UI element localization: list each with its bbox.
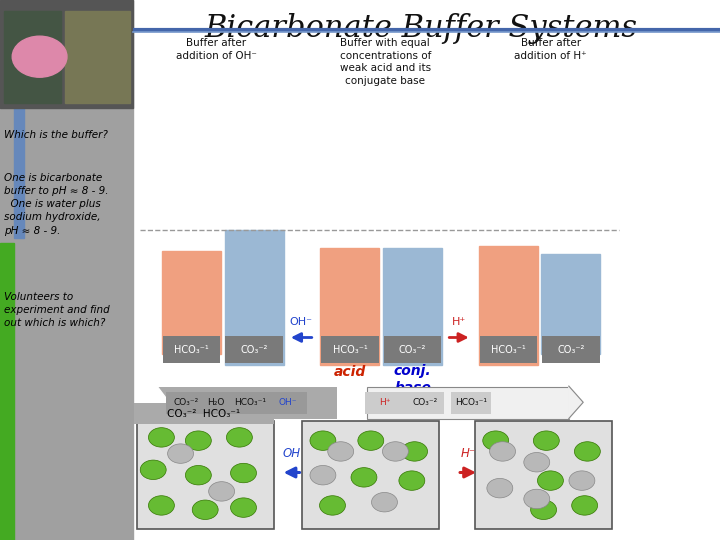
- Circle shape: [226, 428, 253, 447]
- Text: Which is the buffer?: Which is the buffer?: [4, 130, 107, 140]
- Circle shape: [537, 471, 564, 490]
- Text: CO₃⁻²: CO₃⁻²: [399, 345, 426, 355]
- FancyBboxPatch shape: [163, 336, 220, 363]
- Bar: [162, 251, 221, 354]
- Polygon shape: [157, 386, 169, 418]
- FancyBboxPatch shape: [542, 336, 600, 363]
- Text: HCO₃⁻¹: HCO₃⁻¹: [174, 345, 209, 355]
- FancyBboxPatch shape: [230, 392, 270, 414]
- Text: CO₃⁻²  HCO₃⁻¹: CO₃⁻² HCO₃⁻¹: [167, 409, 240, 419]
- Circle shape: [490, 442, 516, 461]
- Bar: [0, 0, 133, 540]
- Circle shape: [320, 496, 346, 515]
- Circle shape: [186, 431, 212, 450]
- Circle shape: [523, 489, 550, 509]
- Bar: [65, 11, 130, 103]
- Circle shape: [12, 36, 67, 77]
- Circle shape: [209, 482, 235, 501]
- Circle shape: [382, 442, 408, 461]
- Bar: [475, 421, 612, 529]
- Text: Bicarbonate Buffer Systems: Bicarbonate Buffer Systems: [204, 14, 638, 44]
- Bar: [225, 230, 284, 364]
- Text: HCO₃⁻¹: HCO₃⁻¹: [491, 345, 526, 355]
- Circle shape: [310, 431, 336, 450]
- Circle shape: [358, 431, 384, 450]
- Circle shape: [148, 496, 174, 515]
- Circle shape: [230, 463, 256, 483]
- Bar: [137, 421, 274, 529]
- FancyBboxPatch shape: [225, 336, 283, 363]
- Bar: [320, 248, 379, 364]
- FancyBboxPatch shape: [321, 336, 379, 363]
- Text: H₂O: H₂O: [207, 398, 225, 407]
- Circle shape: [168, 444, 194, 463]
- FancyBboxPatch shape: [166, 392, 205, 414]
- Circle shape: [372, 492, 397, 512]
- Text: HCO₃⁻¹: HCO₃⁻¹: [333, 345, 367, 355]
- Circle shape: [575, 442, 600, 461]
- Text: CO₃⁻²: CO₃⁻²: [557, 345, 585, 355]
- Text: Buffer after
addition of H⁺: Buffer after addition of H⁺: [515, 38, 587, 60]
- FancyBboxPatch shape: [365, 392, 405, 414]
- Circle shape: [523, 453, 550, 472]
- FancyBboxPatch shape: [367, 387, 569, 419]
- Circle shape: [534, 431, 559, 450]
- Polygon shape: [569, 386, 583, 418]
- FancyBboxPatch shape: [451, 392, 491, 414]
- Text: CO₃⁻²: CO₃⁻²: [240, 345, 268, 355]
- Bar: [4, 11, 61, 103]
- Text: OH⁻: OH⁻: [289, 316, 312, 327]
- Bar: [302, 421, 439, 529]
- Bar: [541, 254, 600, 354]
- Text: conj.
base: conj. base: [394, 364, 431, 395]
- FancyBboxPatch shape: [384, 336, 441, 363]
- Circle shape: [483, 431, 509, 450]
- Text: One is bicarbonate
buffer to pH ≈ 8 - 9.
  One is water plus
sodium hydroxide,
p: One is bicarbonate buffer to pH ≈ 8 - 9.…: [4, 173, 108, 235]
- Text: Volunteers to
experiment and find
out which is which?: Volunteers to experiment and find out wh…: [4, 292, 109, 328]
- Circle shape: [399, 471, 425, 490]
- FancyBboxPatch shape: [196, 392, 235, 414]
- Text: HCO₃⁻¹: HCO₃⁻¹: [456, 398, 487, 407]
- Circle shape: [140, 460, 166, 480]
- FancyBboxPatch shape: [134, 403, 274, 424]
- Circle shape: [531, 500, 557, 519]
- Text: H⁺: H⁺: [452, 316, 467, 327]
- Circle shape: [487, 478, 513, 498]
- Text: H⁻: H⁻: [460, 447, 476, 460]
- FancyBboxPatch shape: [157, 387, 337, 419]
- Bar: [14, 76, 24, 238]
- Circle shape: [328, 442, 354, 461]
- Text: HCO₃⁻¹: HCO₃⁻¹: [235, 398, 266, 407]
- FancyBboxPatch shape: [268, 392, 307, 414]
- Bar: [383, 248, 442, 364]
- FancyBboxPatch shape: [405, 392, 444, 414]
- Text: H⁺: H⁺: [379, 398, 391, 407]
- Text: CO₃⁻²: CO₃⁻²: [173, 398, 199, 407]
- FancyBboxPatch shape: [480, 336, 537, 363]
- Text: Buffer after
addition of OH⁻: Buffer after addition of OH⁻: [176, 38, 256, 60]
- Text: CO₃⁻²: CO₃⁻²: [412, 398, 438, 407]
- Circle shape: [351, 468, 377, 487]
- Bar: [0, 0, 133, 108]
- Text: OH⁻: OH⁻: [279, 398, 297, 407]
- Circle shape: [186, 465, 212, 485]
- Circle shape: [569, 471, 595, 490]
- Text: Buffer with equal
concentrations of
weak acid and its
conjugate base: Buffer with equal concentrations of weak…: [340, 38, 431, 86]
- Circle shape: [402, 442, 428, 461]
- Circle shape: [192, 500, 218, 519]
- Circle shape: [230, 498, 256, 517]
- Bar: [0, 243, 14, 540]
- Circle shape: [148, 428, 174, 447]
- Circle shape: [310, 465, 336, 485]
- Text: OH: OH: [282, 447, 301, 460]
- Text: acid: acid: [334, 364, 366, 379]
- Bar: [479, 246, 538, 364]
- Circle shape: [572, 496, 598, 515]
